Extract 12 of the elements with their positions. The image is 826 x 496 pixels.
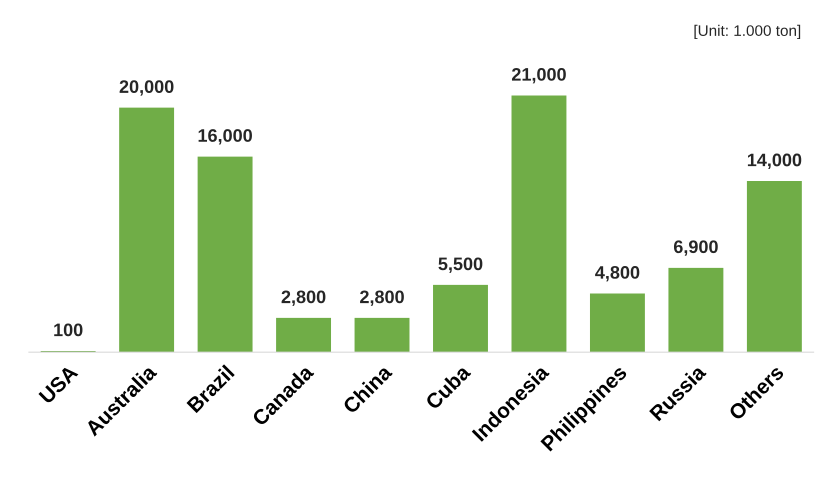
data-label: 21,000 [512,68,566,84]
data-label: 2,800 [282,290,326,306]
data-label: 2,800 [360,290,404,306]
data-label: 16,000 [198,129,252,145]
data-label: 20,000 [120,80,174,96]
x-tick-label: USA [38,364,79,404]
data-label: 100 [54,323,82,336]
data-label: 4,800 [595,266,640,282]
data-label: 14,000 [748,154,802,169]
data-label: 5,500 [438,257,482,273]
data-label: 6,900 [674,240,718,256]
text: [Unit: 1.000 ton] [694,24,800,40]
